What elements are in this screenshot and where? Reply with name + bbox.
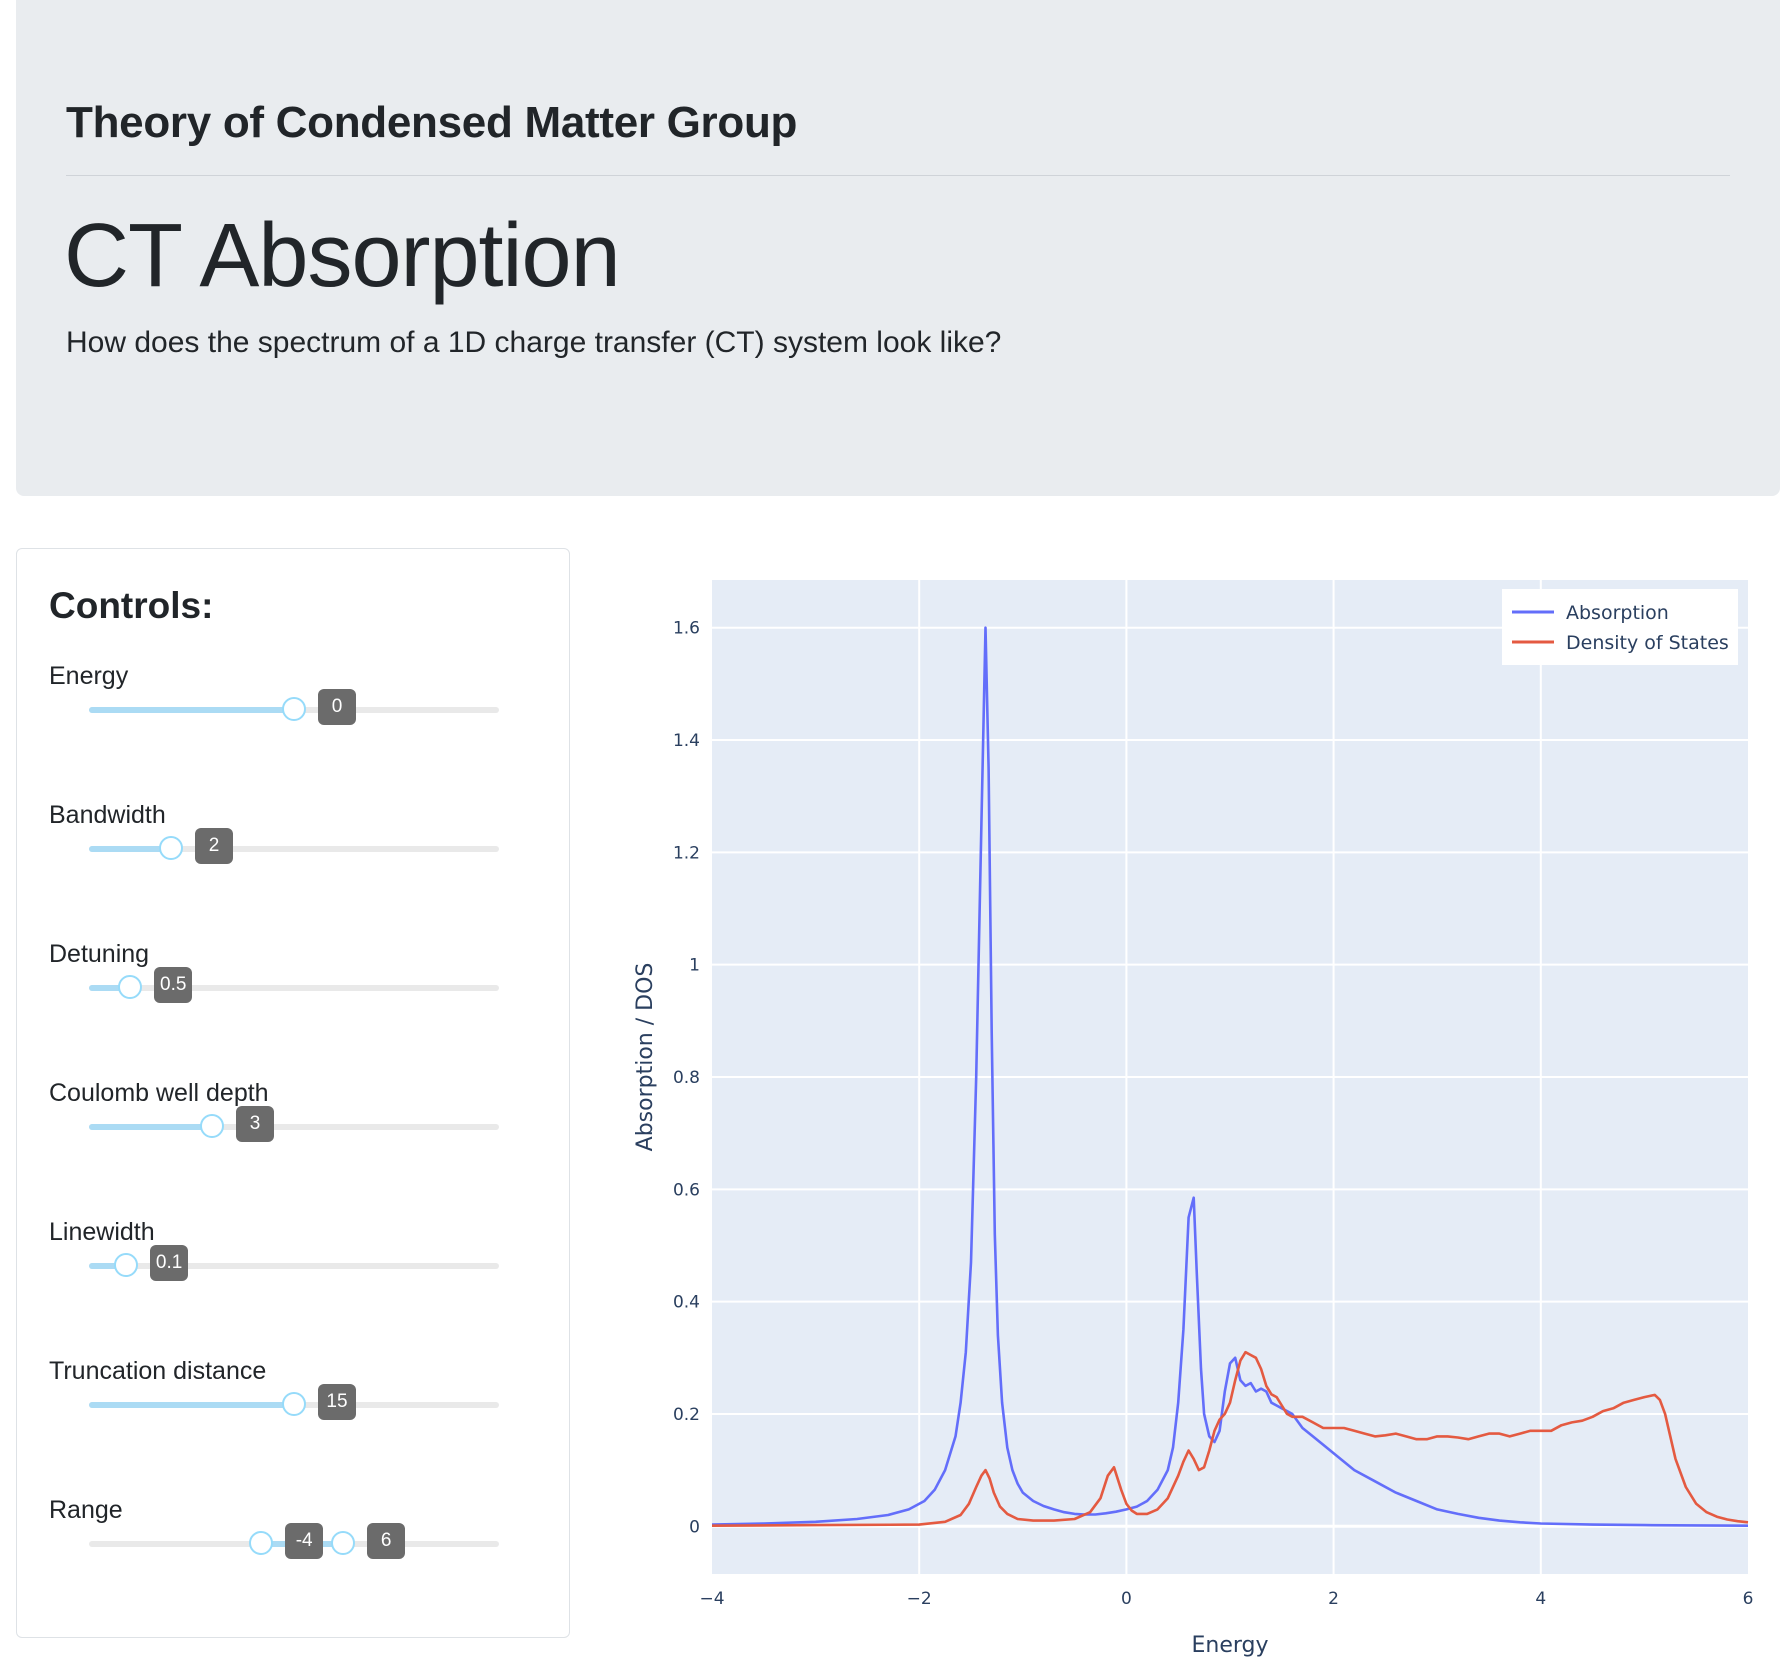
legend-label: Density of States — [1566, 632, 1729, 654]
controls-title: Controls: — [49, 585, 214, 626]
truncation-control: Truncation distance 15 — [49, 1357, 549, 1467]
detuning-slider-handle[interactable] — [118, 975, 142, 999]
truncation-label: Truncation distance — [49, 1357, 267, 1385]
x-tick-label: −2 — [907, 1589, 932, 1609]
coulomb-slider-fill — [89, 1124, 212, 1130]
range-control: Range -4 6 — [49, 1496, 549, 1606]
y-tick-label: 0.6 — [673, 1180, 700, 1200]
linewidth-slider-handle[interactable] — [113, 1253, 138, 1277]
bandwidth-slider-handle[interactable] — [159, 836, 183, 860]
page-lead: How does the spectrum of a 1D charge tra… — [66, 326, 1002, 359]
detuning-label: Detuning — [49, 940, 150, 968]
range-high-badge: 6 — [367, 1523, 406, 1559]
detuning-slider-fill — [89, 985, 130, 991]
truncation-slider-fill — [89, 1402, 294, 1408]
bandwidth-slider-track[interactable]: 2 — [89, 828, 499, 864]
x-tick-label: 0 — [1121, 1589, 1132, 1609]
x-tick-label: −4 — [699, 1589, 724, 1609]
legend[interactable]: Absorption Density of States — [1502, 589, 1738, 665]
coulomb-slider-track[interactable]: 3 — [89, 1106, 499, 1142]
series-lines — [711, 626, 1749, 1527]
detuning-slider-track[interactable]: 0.5 — [89, 967, 499, 1003]
grid-lines — [712, 580, 1748, 1574]
bandwidth-label: Bandwidth — [49, 801, 166, 829]
bandwidth-value-badge: 2 — [195, 828, 233, 864]
energy-label: Energy — [49, 662, 129, 690]
y-axis-ticks: 0 0.2 0.4 0.6 0.8 1 1.2 1.4 1.6 — [673, 619, 700, 1538]
energy-slider-handle[interactable] — [282, 697, 306, 721]
bandwidth-control: Bandwidth 2 — [49, 801, 549, 911]
header-jumbotron: Theory of Condensed Matter Group CT Abso… — [16, 0, 1780, 496]
y-tick-label: 0.2 — [673, 1405, 700, 1425]
detuning-value-badge: 0.5 — [154, 967, 193, 1003]
x-axis-ticks: −4 −2 0 2 4 6 — [699, 1589, 1753, 1609]
group-title: Theory of Condensed Matter Group — [66, 98, 798, 147]
x-tick-label: 2 — [1328, 1589, 1339, 1609]
y-tick-label: 0.4 — [673, 1293, 700, 1313]
energy-control: Energy 0 — [49, 662, 549, 772]
linewidth-label: Linewidth — [49, 1218, 155, 1246]
y-tick-label: 1.2 — [673, 843, 700, 863]
header-divider — [66, 175, 1730, 176]
x-tick-label: 4 — [1535, 1589, 1546, 1609]
truncation-slider-track[interactable]: 15 — [89, 1384, 499, 1420]
spectrum-plot: −4 −2 0 2 4 6 0 0.2 0.4 0.6 0.8 1 1.2 1.4 1.6 Energy … — [600, 548, 1780, 1658]
y-tick-label: 0.8 — [673, 1068, 700, 1088]
controls-panel: Controls: Energy 0 Bandwidth 2 Detuning … — [16, 548, 570, 1638]
range-high-handle[interactable] — [331, 1531, 356, 1555]
x-tick-label: 6 — [1743, 1589, 1754, 1609]
range-low-handle[interactable] — [249, 1531, 274, 1555]
spectrum-chart-svg: −4 −2 0 2 4 6 00.20.40.60.811.21.41.6 Energy … — [633, 580, 1753, 1658]
y-tick-label: 1.6 — [673, 619, 700, 639]
legend-box — [1502, 589, 1738, 665]
detuning-control: Detuning 0.5 — [49, 940, 549, 1050]
y-tick-label: 1.4 — [673, 731, 700, 751]
y-tick-label: 0 — [689, 1517, 700, 1537]
range-slider-track[interactable]: -4 6 — [89, 1523, 499, 1559]
linewidth-slider-track[interactable]: 0.1 — [89, 1245, 499, 1281]
coulomb-control: Coulomb well depth 3 — [49, 1079, 549, 1189]
series-line-dos — [711, 1350, 1749, 1527]
energy-value-badge: 0 — [318, 689, 356, 725]
y-tick-label: 1 — [689, 956, 700, 976]
energy-slider-track[interactable]: 0 — [89, 689, 499, 725]
x-axis-title: Energy — [1191, 1633, 1268, 1658]
series-line-absorption — [711, 626, 1749, 1527]
coulomb-label: Coulomb well depth — [49, 1079, 269, 1107]
truncation-slider-handle[interactable] — [282, 1392, 306, 1416]
truncation-value-badge: 15 — [318, 1384, 356, 1420]
y-axis-title: Absorption / DOS — [633, 963, 658, 1152]
bandwidth-slider-fill — [89, 846, 171, 852]
range-label: Range — [49, 1496, 123, 1524]
legend-label: Absorption — [1566, 602, 1669, 624]
linewidth-value-badge: 0.1 — [149, 1245, 189, 1281]
range-low-badge: -4 — [285, 1523, 324, 1559]
linewidth-control: Linewidth 0.1 — [49, 1218, 549, 1328]
energy-slider-fill — [89, 707, 294, 713]
page-title: CT Absorption — [64, 206, 621, 306]
linewidth-slider-fill — [89, 1263, 126, 1269]
coulomb-value-badge: 3 — [236, 1106, 274, 1142]
coulomb-slider-handle[interactable] — [200, 1114, 224, 1138]
